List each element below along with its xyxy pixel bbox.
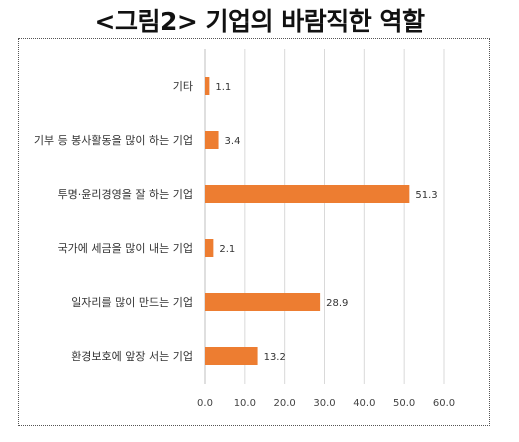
chart-title: <그림2> 기업의 바람직한 역할 bbox=[94, 7, 425, 36]
category-label: 국가에 세금을 많이 내는 기업 bbox=[58, 242, 193, 255]
category-label: 기부 등 봉사활동을 많이 하는 기업 bbox=[34, 133, 193, 147]
x-tick-label: 30.0 bbox=[313, 398, 335, 409]
data-label: 51.3 bbox=[415, 190, 437, 201]
data-label: 28.9 bbox=[326, 298, 348, 309]
x-tick-label: 60.0 bbox=[433, 398, 455, 409]
gridlines bbox=[204, 49, 445, 384]
x-tick-label: 0.0 bbox=[197, 398, 213, 409]
x-tick-label: 20.0 bbox=[274, 398, 296, 409]
bar bbox=[205, 77, 210, 95]
bar bbox=[205, 131, 219, 149]
bar bbox=[205, 347, 258, 365]
category-label: 일자리를 많이 만드는 기업 bbox=[71, 295, 193, 309]
category-label: 환경보호에 앞장 서는 기업 bbox=[71, 350, 193, 363]
x-tick-label: 10.0 bbox=[234, 398, 256, 409]
data-label: 1.1 bbox=[215, 82, 231, 93]
bar bbox=[205, 239, 214, 257]
data-label: 2.1 bbox=[219, 244, 235, 255]
x-tick-label: 50.0 bbox=[393, 398, 415, 409]
category-label: 투명·윤리경영을 잘 하는 기업 bbox=[58, 187, 193, 201]
bar bbox=[205, 185, 410, 203]
data-label: 3.4 bbox=[225, 136, 241, 147]
bar bbox=[205, 293, 321, 311]
bars bbox=[205, 77, 410, 365]
category-label: 기타 bbox=[173, 80, 193, 93]
x-tick-label: 40.0 bbox=[353, 398, 375, 409]
data-label: 13.2 bbox=[264, 352, 286, 363]
x-axis-tick-labels: 0.0 10.0 20.0 30.0 40.0 50.0 60.0 bbox=[197, 398, 455, 409]
value-labels: 1.1 3.4 51.3 2.1 28.9 13.2 bbox=[215, 82, 437, 363]
